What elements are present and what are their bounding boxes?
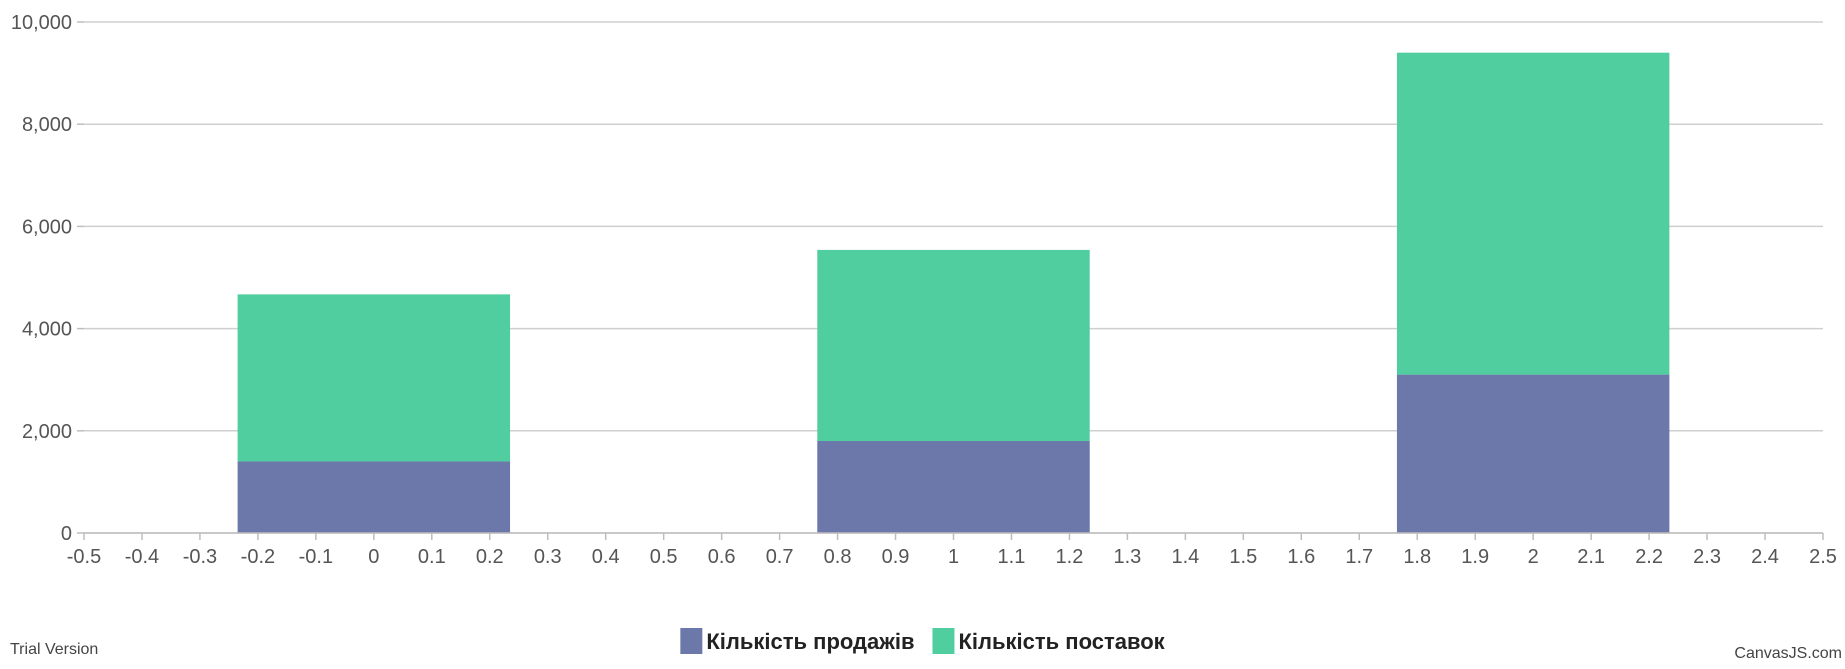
x-tick-label: 2.2 [1635,546,1663,568]
x-tick-label: -0.5 [67,546,101,568]
y-tick-label: 6,000 [22,216,72,238]
x-tick-label: 2.5 [1809,546,1837,568]
x-tick-label: 1.9 [1461,546,1489,568]
x-tick-label: 0.8 [824,546,852,568]
x-tick-label: 0.4 [592,546,620,568]
x-tick-label: 1.3 [1113,546,1141,568]
bar-series-1-point-2[interactable] [817,441,1090,533]
x-tick-label: 0 [368,546,379,568]
x-tick-label: 1.8 [1403,546,1431,568]
bars [237,52,1670,533]
x-tick-label: -0.3 [183,546,217,568]
x-tick-label: 1.4 [1171,546,1199,568]
legend-label: Кількість поставок [958,629,1165,654]
y-tick-label: 2,000 [22,421,72,443]
x-tick-label: -0.2 [241,546,275,568]
legend-item-2[interactable]: Кількість поставок [932,628,1166,654]
x-tick-label: 0.6 [708,546,736,568]
x-tick-label: 2.4 [1751,546,1779,568]
x-tick-label: 0.9 [882,546,910,568]
bar-series-1-point-3[interactable] [1396,374,1670,533]
x-tick-label: 0.3 [534,546,562,568]
x-tick-label: -0.4 [125,546,159,568]
y-tick-label: 0 [61,523,72,545]
x-tick-label: 1.7 [1345,546,1373,568]
bar-series-2-point-1[interactable] [237,294,511,462]
bar-series-1-point-1[interactable] [237,461,511,533]
x-tick-label: 1.2 [1056,546,1084,568]
y-tick-label: 4,000 [22,319,72,341]
legend-label: Кількість продажів [706,629,914,654]
canvasjs-credit-link[interactable]: CanvasJS.com [1734,645,1842,662]
x-tick-label: 0.2 [476,546,504,568]
x-tick-label: 0.7 [766,546,794,568]
x-tick-label: 2.1 [1577,546,1605,568]
y-tick-label: 10,000 [11,12,72,34]
legend: Кількість продажів Кількість поставок [680,628,1166,654]
x-tick-label: 1.1 [998,546,1026,568]
x-tick-label: 2 [1528,546,1539,568]
x-tick-label: 1.6 [1287,546,1315,568]
x-tick-label: 1.5 [1229,546,1257,568]
x-tick-label: -0.1 [299,546,333,568]
bar-series-2-point-2[interactable] [817,249,1090,442]
x-tick-label: 2.3 [1693,546,1721,568]
x-tick-label: 1 [948,546,959,568]
legend-swatch [932,628,955,654]
x-tick-label: 0.5 [650,546,678,568]
axes: 0 2,000 4,000 6,000 8,000 10,000 -0.5 -0.4 -0.3 -… [11,12,1837,568]
y-tick-label: 8,000 [22,114,72,136]
x-tick-label: 0.1 [418,546,446,568]
trial-version-label: Trial Version [10,641,98,658]
legend-item-1[interactable]: Кількість продажів [680,628,914,654]
bar-series-2-point-3[interactable] [1396,52,1670,375]
legend-swatch [680,628,703,654]
